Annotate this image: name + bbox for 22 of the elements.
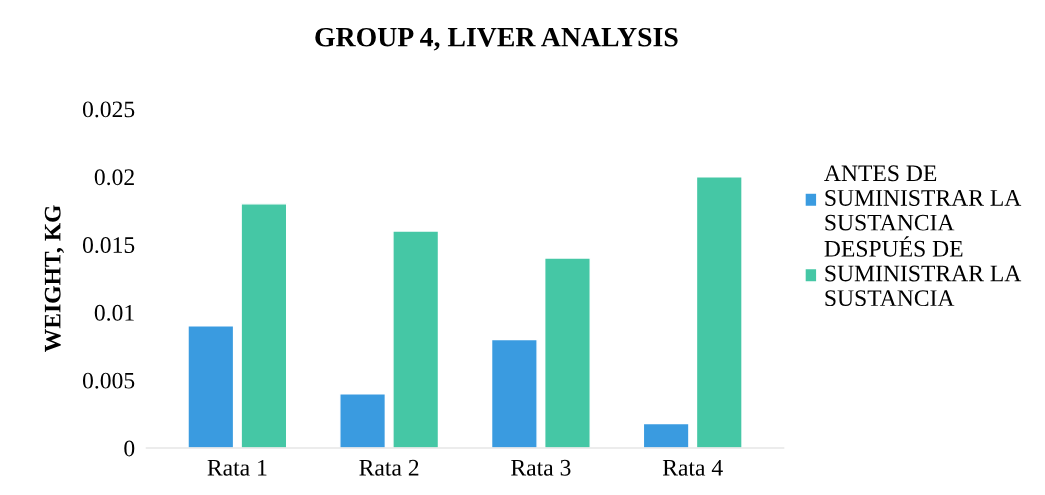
y-tick-label: 0.015 [82, 237, 135, 254]
bar [490, 338, 538, 448]
legend-label: DESPUÉS DE SUMINISTRAR LA SUSTANCIA [824, 236, 1022, 307]
legend-label: ANTES DE SUMINISTRAR LA SUSTANCIA [824, 165, 1022, 231]
bar [240, 203, 288, 448]
y-tick-label: 0.01 [94, 304, 134, 321]
bar [544, 257, 591, 448]
x-tick-label: Rata 3 [511, 459, 571, 476]
x-tick-label: Rata 4 [662, 459, 723, 476]
x-tick-label: Rata 2 [359, 459, 419, 476]
bar [695, 176, 743, 448]
y-tick-label: 0.025 [82, 101, 135, 118]
y-tick-label: 0 [124, 440, 135, 457]
x-tick-label: Rata 1 [207, 459, 267, 476]
y-tick-label: 0.005 [82, 372, 135, 389]
y-axis-title: WEIGHT, KG [44, 205, 65, 353]
chart-title: GROUP 4, LIVER ANALYSIS [315, 27, 678, 51]
bar [392, 230, 440, 448]
bar [642, 422, 690, 448]
bar [339, 393, 387, 448]
bar [187, 325, 235, 448]
y-tick-label: 0.02 [94, 169, 134, 186]
